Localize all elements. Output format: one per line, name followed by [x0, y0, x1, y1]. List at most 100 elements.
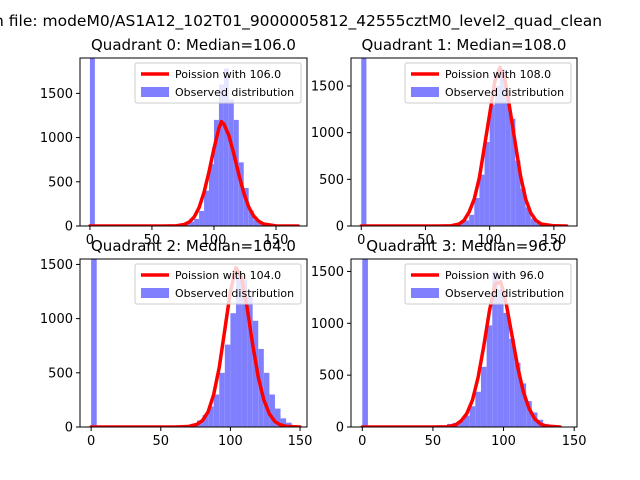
- histogram-bar: [204, 190, 209, 226]
- histogram-bar: [208, 406, 214, 427]
- histogram-bar: [469, 214, 475, 226]
- histogram-bar: [202, 415, 209, 427]
- histogram-bar: [224, 344, 231, 427]
- quadrant-3-chart: Quadrant 3: Median=96.00 50 100 15005001000…: [311, 237, 587, 449]
- quadrant-0-plot-area: [88, 58, 301, 226]
- x-tick-label: 0: [87, 434, 95, 449]
- histogram-bar: [484, 142, 490, 226]
- histogram-bar: [515, 160, 521, 226]
- quadrant-2-legend: Poission with 104.0 Observed distribution: [134, 263, 302, 305]
- histogram-bar: [489, 104, 495, 226]
- quadrant-3-plot-area: [360, 259, 562, 427]
- quadrant-0-legend: Poission with 106.0 Observed distribution: [134, 62, 302, 104]
- histogram-bar: [474, 198, 480, 226]
- histogram-bar: [218, 84, 224, 226]
- histogram-bar: [219, 372, 225, 427]
- histogram-bar: [499, 69, 506, 226]
- quadrant-1-chart: Quadrant 1: Median=108.00 50 100 1500500100…: [311, 36, 578, 248]
- x-tick-label: 100: [202, 233, 227, 248]
- legend-label: Poission with 96.0: [445, 269, 544, 282]
- x-tick-label: 150: [288, 434, 313, 449]
- y-tick-label: 500: [48, 366, 73, 381]
- legend-patch-swatch: [141, 288, 169, 298]
- legend-box: [404, 62, 572, 104]
- histogram-bar: [253, 219, 259, 226]
- y-tick-label: 0: [65, 421, 73, 436]
- quadrant-2-title: Quadrant 2: Median=104.0: [91, 237, 296, 255]
- histogram-bar: [526, 401, 532, 427]
- histogram-bar: [514, 362, 521, 427]
- histogram-bar: [263, 372, 270, 427]
- y-tick-label: 1000: [40, 131, 73, 146]
- legend-label: Observed distribution: [445, 86, 564, 99]
- histogram-bar: [247, 296, 253, 427]
- y-tick-label: 0: [336, 220, 344, 235]
- histogram-bar: [241, 279, 248, 427]
- x-tick-label: 100: [491, 434, 516, 449]
- histogram-bar: [486, 325, 493, 427]
- y-tick-label: 1500: [311, 265, 344, 280]
- legend-patch-swatch: [411, 288, 439, 298]
- x-tick-label: 0: [86, 233, 94, 248]
- histogram-bar: [480, 366, 487, 427]
- histogram-bar: [520, 188, 526, 226]
- legend-box: [134, 263, 302, 305]
- legend-label: Poission with 106.0: [175, 68, 281, 81]
- histogram-bar: [530, 218, 536, 226]
- histogram-bar: [479, 174, 485, 226]
- y-tick-label: 500: [319, 369, 344, 384]
- histogram-bar: [209, 164, 214, 226]
- x-tick-label: 50: [144, 233, 161, 248]
- histogram-bar: [228, 99, 234, 226]
- legend-label: Observed distribution: [175, 287, 294, 300]
- histogram-bar: [361, 58, 367, 226]
- y-tick-label: 1000: [40, 312, 73, 327]
- x-tick-label: 50: [417, 233, 434, 248]
- x-tick-label: 150: [541, 233, 566, 248]
- legend-label: Poission with 108.0: [445, 68, 551, 81]
- y-tick-label: 500: [48, 175, 73, 190]
- quadrant-3-title: Quadrant 3: Median=96.0: [366, 237, 561, 255]
- histogram-bar: [362, 259, 368, 427]
- histogram-bar: [238, 162, 244, 226]
- histogram-bar: [243, 187, 249, 226]
- histogram-bar: [509, 338, 515, 427]
- histogram-bar: [230, 313, 236, 427]
- histogram-bar: [258, 223, 264, 226]
- y-tick-label: 500: [319, 173, 344, 188]
- legend-label: Observed distribution: [175, 86, 294, 99]
- quadrant-1-title: Quadrant 1: Median=108.0: [362, 36, 567, 54]
- x-tick-label: 100: [218, 434, 243, 449]
- legend-box: [134, 62, 302, 104]
- legend-patch-swatch: [141, 87, 169, 97]
- quadrant-3-legend: Poission with 96.0 Observed distribution: [404, 263, 572, 305]
- histogram-bar: [503, 312, 510, 427]
- histogram-bar: [199, 210, 205, 226]
- quadrant-0-title: Quadrant 0: Median=106.0: [91, 36, 296, 54]
- x-tick-label: 0: [358, 434, 366, 449]
- y-tick-label: 1500: [311, 80, 344, 95]
- histogram-bar: [464, 415, 470, 427]
- quadrant-1-axes-frame: [350, 57, 578, 227]
- legend-box: [404, 263, 572, 305]
- histogram-bar: [535, 223, 542, 226]
- y-tick-label: 1500: [40, 87, 73, 102]
- histogram-bar: [252, 320, 259, 427]
- legend-label: Poission with 104.0: [175, 269, 281, 282]
- legend-label: Observed distribution: [445, 287, 564, 300]
- quadrant-1-plot-area: [359, 58, 569, 226]
- x-tick-label: 0: [357, 233, 365, 248]
- histogram-bar: [213, 119, 219, 226]
- y-tick-label: 0: [336, 421, 344, 436]
- histogram-bar: [223, 68, 229, 226]
- histogram-bar: [248, 210, 254, 226]
- histogram-bar: [91, 259, 97, 427]
- y-tick-label: 1000: [311, 126, 344, 141]
- quadrant-2-chart: Quadrant 2: Median=104.0 0 50 100 150 0 500 100…: [40, 237, 313, 449]
- histogram-bar: [458, 420, 464, 427]
- x-tick-label: 50: [152, 434, 169, 449]
- histogram-bar: [269, 394, 275, 427]
- x-tick-label: 150: [264, 233, 289, 248]
- histogram-bar: [475, 391, 481, 427]
